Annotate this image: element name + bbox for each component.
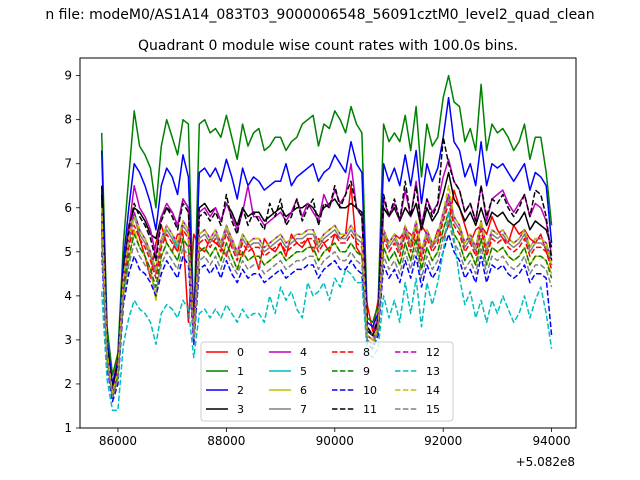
x-axis: 86000 88000 90000 92000 94000 [99,428,571,448]
series-line-9 [100,211,553,398]
series-line-8 [100,202,553,394]
x-tick-label: 90000 [316,434,354,448]
y-tick-label: 3 [64,333,72,347]
x-tick-label: 88000 [207,434,245,448]
legend-label-10: 10 [363,384,377,397]
legend-label-3: 3 [237,403,244,416]
legend-label-2: 2 [237,384,244,397]
series-layer [100,74,553,412]
series-line-2 [100,96,553,385]
legend-label-1: 1 [237,365,244,378]
y-tick-label: 1 [64,421,72,435]
legend-box [200,341,454,422]
legend-label-0: 0 [237,346,244,359]
x-tick-label: 92000 [424,434,462,448]
legend-label-14: 14 [426,384,440,397]
plot-area [79,57,577,429]
legend-label-12: 12 [426,346,440,359]
y-tick-label: 2 [64,377,72,391]
figure-suptitle: n file: modeM0/AS1A14_083T03_9000006548_… [45,7,594,23]
legend-label-4: 4 [300,346,307,359]
y-tick-label: 8 [64,113,72,127]
legend-label-15: 15 [426,403,440,416]
series-line-13 [100,211,553,412]
legend-label-9: 9 [363,365,370,378]
y-tick-label: 4 [64,289,72,303]
legend-label-11: 11 [363,403,377,416]
x-offset-label: +5.082e8 [516,455,575,469]
y-tick-label: 9 [64,69,72,83]
series-line-15 [100,220,553,398]
y-tick-label: 6 [64,201,72,215]
legend-label-13: 13 [426,365,440,378]
series-line-0 [100,184,553,385]
legend-label-6: 6 [300,384,307,397]
series-line-10 [100,233,553,403]
legend-label-8: 8 [363,346,370,359]
chart-title: Quadrant 0 module wise count rates with … [138,38,518,54]
axes-frame [79,57,577,429]
series-line-14 [100,184,553,394]
legend-label-7: 7 [300,403,307,416]
y-tick-label: 5 [64,245,72,259]
x-tick-label: 94000 [533,434,571,448]
x-tick-label: 86000 [99,434,137,448]
legend-label-5: 5 [300,365,307,378]
series-line-12 [100,193,553,394]
y-axis: 1 2 3 4 5 6 7 8 9 [64,69,80,435]
y-tick-label: 7 [64,157,72,171]
series-line-11 [100,136,553,390]
series-line-1 [100,74,553,376]
